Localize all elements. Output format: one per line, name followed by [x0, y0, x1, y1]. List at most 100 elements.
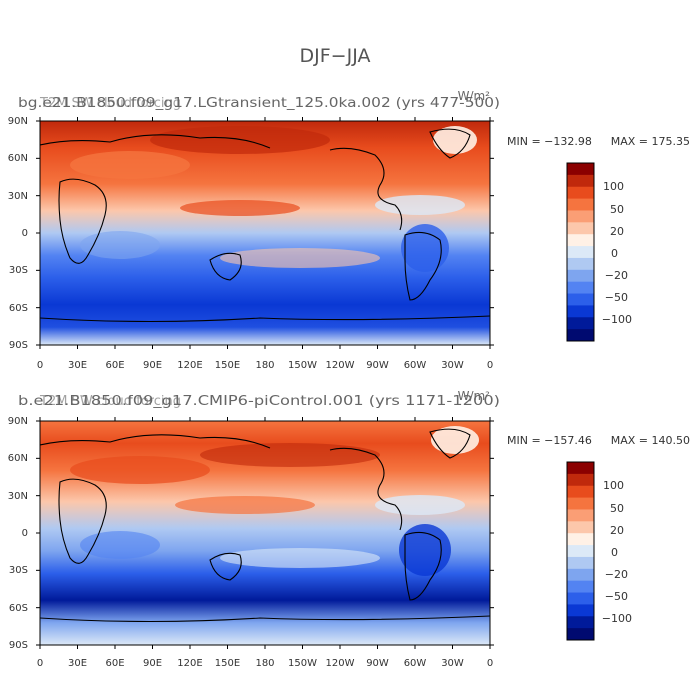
panel-2-colorbar-labels: 100 50 20 0 −20 −50 −100 [602, 479, 632, 625]
panel-1-colorbar-swatch [567, 305, 594, 318]
panel-1-xtick-label: 180 [255, 360, 274, 371]
panel-1-colorbar-swatch [567, 234, 594, 247]
panel-2: T2M SW cloud forcing b.e21.B1850.f09_g17… [8, 389, 690, 669]
panel-1-xtick-label: 0 [37, 360, 43, 371]
panel-1-xtick-label: 90W [366, 360, 389, 371]
panel-1-min-label: MIN = −132.98 [507, 135, 592, 148]
panel-2-xtick-label: 150W [288, 658, 317, 669]
panel-1-colorbar-swatch [567, 246, 594, 259]
panel-2-colorbar-label: −100 [602, 612, 632, 625]
panel-2-xtick-label: 150E [215, 658, 240, 669]
panel-2-field-feature [70, 456, 210, 484]
panel-2-xtick-label: 0 [487, 658, 493, 669]
panel-1-xtick-label: 30E [68, 360, 87, 371]
panel-2-field-feature [175, 496, 315, 514]
panel-1-xtick-label: 120E [177, 360, 202, 371]
panel-1-ytick-label: 30S [9, 265, 28, 276]
panel-1-colorbar-swatch [567, 281, 594, 294]
panel-1-units: W/m² [458, 89, 491, 103]
panel-2-field-feature [220, 548, 380, 568]
panel-1-xtick-label: 60E [105, 360, 124, 371]
panel-2-title: b.e21.B1850.f09_g17.CMIP6-piControl.001 … [18, 394, 500, 409]
panel-1-colorbar-frame [566, 162, 595, 342]
panel-2-colorbar-frame [566, 461, 595, 641]
panel-2-colorbar-swatch [567, 521, 594, 534]
panel-2-colorbar-swatch [567, 462, 594, 475]
panel-2-colorbar [566, 461, 595, 641]
panel-1-colorbar-swatch [567, 174, 594, 188]
panel-1-field-feature [80, 231, 160, 259]
panel-2-xtick-label: 0 [37, 658, 43, 669]
panel-2-colorbar-label: 0 [611, 546, 618, 559]
panel-1-map [40, 121, 490, 345]
panel-1-colorbar-swatch [567, 269, 594, 283]
panel-1-field-feature [150, 126, 330, 154]
panel-2-ytick-label: 30S [9, 565, 28, 576]
panel-2-xtick-label: 60E [105, 658, 124, 669]
panel-2-colorbar-swatch [567, 497, 594, 510]
panel-2-min-label: MIN = −157.46 [507, 434, 592, 447]
panel-1-colorbar-swatch [567, 198, 594, 211]
panel-2-variable-title: T2M SW cloud forcing [39, 394, 181, 409]
panel-1-ytick-labels: 90N 60N 30N 0 30S 60S 90S [8, 116, 28, 351]
panel-1-ytick-label: 30N [8, 191, 28, 202]
panel-1-colorbar-swatch [567, 257, 594, 271]
panel-2-max-label: MAX = 140.50 [611, 434, 690, 447]
panel-2-ytick-label: 60N [8, 453, 28, 464]
panel-1-field-feature [375, 195, 465, 215]
panel-1-field-feature [180, 200, 300, 216]
panel-2-ytick-label: 30N [8, 491, 28, 502]
panel-1-ytick-label: 0 [22, 228, 28, 239]
panel-2-colorbar-swatch [567, 592, 594, 605]
panel-1-field-feature [70, 151, 190, 179]
panel-2-colorbar-swatch [567, 545, 594, 558]
panel-1-ytick-label: 60S [9, 303, 28, 314]
panel-2-colorbar-label: 20 [610, 524, 624, 537]
panel-2-colorbar-swatch [567, 568, 594, 582]
panel-2-field-feature [399, 524, 451, 576]
panel-1-colorbar-label: 50 [610, 203, 624, 216]
panel-1-colorbar-swatch [567, 210, 594, 223]
panel-1-colorbar-swatch [567, 329, 594, 342]
panel-2-colorbar-label: 50 [610, 502, 624, 515]
panel-1-colorbar-swatch [567, 163, 594, 176]
panel-1-colorbar-swatch [567, 317, 594, 330]
panel-2-xtick-label: 120E [177, 658, 202, 669]
panel-1-coastlines [40, 128, 490, 323]
panel-1-colorbar-swatch [567, 186, 594, 199]
panel-2-colorbar-swatch [567, 533, 594, 546]
panel-2-map [40, 421, 490, 645]
panel-2-units: W/m² [458, 389, 491, 403]
panel-1-title: bg.e21.B1850.f09_g17.LGtransient_125.0ka… [18, 96, 500, 111]
panel-2-field-feature [80, 531, 160, 559]
panel-1-xtick-labels: 0 30E 60E 90E 120E 150E 180 150W 120W 90… [37, 360, 493, 371]
panel-2-colorbar-swatch [567, 580, 594, 593]
panel-2-colorbar-swatch [567, 509, 594, 522]
panel-2-ytick-label: 60S [9, 603, 28, 614]
panel-1-ytick-label: 90S [9, 340, 28, 351]
panel-1-xtick-label: 120W [326, 360, 355, 371]
panel-2-xtick-labels: 0 30E 60E 90E 120E 150E 180 150W 120W 90… [37, 658, 493, 669]
panel-2-ticks [36, 417, 494, 649]
panel-1-colorbar-label: −100 [602, 313, 632, 326]
panel-1-xtick-label: 30W [441, 360, 464, 371]
panel-1-xtick-label: 150E [215, 360, 240, 371]
panel-2-xtick-label: 90E [143, 658, 162, 669]
panel-1-xtick-label: 150W [288, 360, 317, 371]
panel-2-xtick-label: 60W [404, 658, 427, 669]
panel-2-xtick-label: 30E [68, 658, 87, 669]
panel-1-colorbar-label: −50 [605, 291, 628, 304]
panel-1-colorbar-label: 0 [611, 247, 618, 260]
panel-1-field-feature [401, 224, 449, 272]
panel-1-colorbar-labels: 100 50 20 0 −20 −50 −100 [602, 180, 632, 326]
panel-2-colorbar-swatch [567, 616, 594, 629]
panel-2-ytick-label: 0 [22, 528, 28, 539]
panel-1-xtick-label: 60W [404, 360, 427, 371]
panel-2-xtick-label: 90W [366, 658, 389, 669]
panel-2-colorbar-swatch [567, 485, 594, 498]
panel-2-colorbar-label: −50 [605, 590, 628, 603]
panel-2-ytick-labels: 90N 60N 30N 0 30S 60S 90S [8, 416, 28, 651]
panel-1-max-label: MAX = 175.35 [611, 135, 690, 148]
panel-2-xtick-label: 30W [441, 658, 464, 669]
